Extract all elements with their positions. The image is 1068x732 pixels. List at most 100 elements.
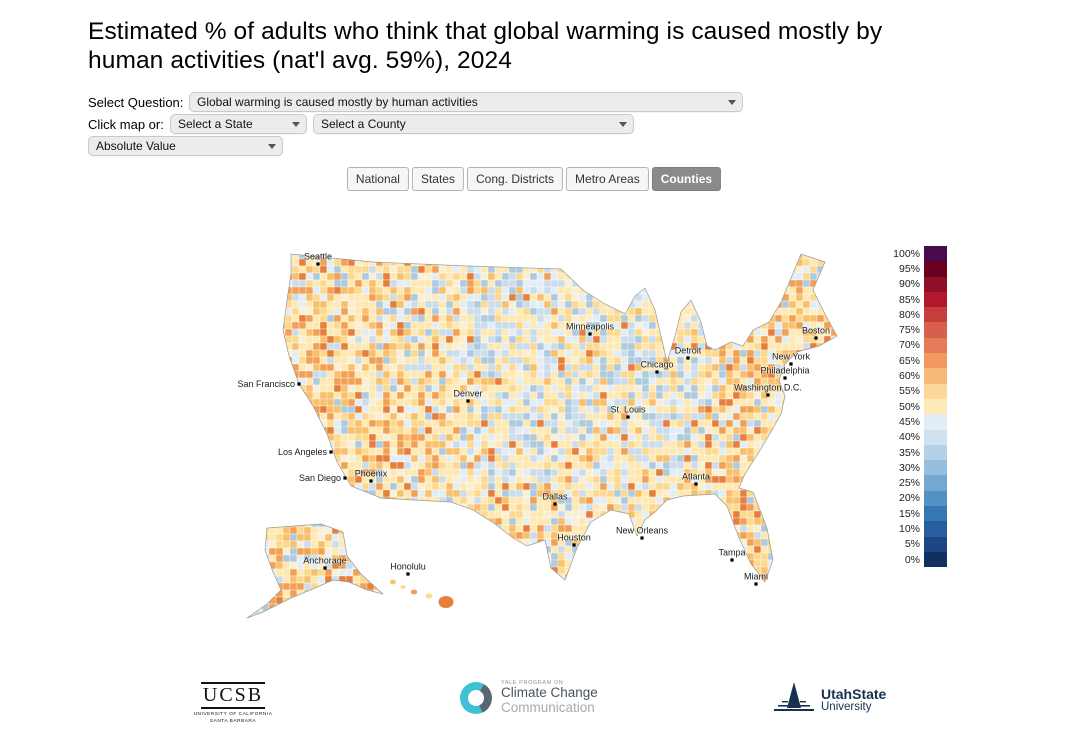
city-marker: Honolulu — [390, 561, 426, 576]
mainland-outline — [282, 253, 838, 583]
city-marker: Seattle — [303, 251, 333, 266]
legend-swatch — [924, 307, 947, 323]
yale-eyebrow: YALE PROGRAM ON — [501, 680, 564, 686]
legend-entry: 20% — [884, 490, 947, 507]
legend-swatch — [924, 475, 947, 491]
city-marker: Atlanta — [681, 471, 711, 486]
legend-entry: 5% — [884, 536, 947, 552]
legend-label: 45% — [898, 415, 920, 428]
county-mosaic — [247, 254, 837, 618]
city-marker: New Orleans — [615, 525, 669, 540]
usu-line1: UtahState — [821, 685, 887, 702]
legend-label: 85% — [898, 293, 920, 306]
legend-swatch — [924, 536, 947, 552]
svg-text:Philadelphia: Philadelphia — [760, 366, 809, 376]
legend-label: 50% — [898, 400, 920, 413]
footer: UCSB UNIVERSITY OF CALIFORNIA SANTA BARB… — [0, 668, 1068, 732]
legend-swatch — [924, 291, 947, 308]
city-marker: Boston — [801, 325, 831, 340]
svg-text:Atlanta: Atlanta — [682, 472, 710, 482]
legend-label: 10% — [898, 522, 920, 535]
legend-label: 40% — [898, 431, 920, 444]
value-mode-select[interactable]: Absolute Value — [88, 136, 283, 156]
legend-swatch — [924, 337, 947, 354]
svg-text:New Orleans: New Orleans — [616, 526, 669, 536]
svg-text:Tampa: Tampa — [718, 548, 745, 558]
question-select-wrap: Global warming is caused mostly by human… — [189, 92, 743, 112]
svg-text:San Francisco: San Francisco — [237, 379, 295, 389]
legend-label: 90% — [898, 278, 920, 291]
tab-states[interactable]: States — [411, 167, 464, 191]
svg-text:Honolulu: Honolulu — [390, 562, 426, 572]
svg-text:Houston: Houston — [557, 533, 591, 543]
legend-swatch — [924, 353, 947, 369]
svg-text:Denver: Denver — [453, 389, 482, 399]
value-mode-select-wrap: Absolute Value — [88, 136, 283, 156]
alaska-outline — [246, 523, 384, 619]
legend-entry: 80% — [884, 307, 947, 323]
legend-entry: 10% — [884, 521, 947, 537]
tab-cong-districts[interactable]: Cong. Districts — [466, 167, 564, 191]
legend-label: 100% — [893, 247, 920, 260]
city-marker: Tampa — [718, 547, 746, 562]
svg-text:Anchorage: Anchorage — [303, 556, 347, 566]
legend-entry: 100% — [884, 246, 947, 262]
legend-swatch — [924, 398, 947, 415]
city-marker: Miami — [743, 571, 769, 586]
legend-entry: 60% — [884, 368, 947, 384]
city-marker: Anchorage — [303, 555, 347, 570]
city-marker: Washington D.C. — [733, 382, 803, 397]
tab-counties[interactable]: Counties — [651, 167, 722, 191]
legend-entry: 35% — [884, 444, 947, 461]
legend-entry: 45% — [884, 414, 947, 430]
legend-label: 15% — [898, 507, 920, 520]
county-select-wrap: Select a County — [313, 114, 634, 134]
legend-entry: 75% — [884, 322, 947, 338]
legend-entry: 0% — [884, 551, 947, 568]
legend-entry: 25% — [884, 475, 947, 491]
city-marker: San Francisco — [237, 378, 301, 390]
city-marker: New York — [771, 351, 811, 366]
svg-text:Boston: Boston — [802, 326, 830, 336]
legend-label: 80% — [898, 308, 920, 321]
city-marker: Philadelphia — [760, 365, 810, 380]
legend-label: 30% — [898, 461, 920, 474]
svg-text:New York: New York — [772, 352, 811, 362]
legend-swatch — [924, 490, 947, 507]
svg-text:Miami: Miami — [744, 572, 768, 582]
legend-entry: 85% — [884, 291, 947, 308]
ucsb-sub1: UNIVERSITY OF CALIFORNIA — [193, 712, 273, 717]
yale-climate-icon — [460, 681, 492, 714]
svg-text:Chicago: Chicago — [640, 360, 673, 370]
city-marker: Houston — [557, 532, 591, 547]
legend-label: 35% — [898, 446, 920, 459]
legend: 100% 95% 90% 85% 80% 75% 70% 65% 60% 55% 50% 45% 40%… — [884, 246, 947, 568]
city-marker: Dallas — [542, 491, 569, 506]
county-select[interactable]: Select a County — [313, 114, 634, 134]
ucsb-wordmark: UCSB — [200, 682, 266, 709]
hawaii-islands — [390, 579, 454, 608]
svg-text:San Diego: San Diego — [299, 473, 341, 483]
svg-text:St. Louis: St. Louis — [610, 405, 646, 415]
legend-swatch — [924, 322, 947, 338]
legend-entry: 95% — [884, 261, 947, 277]
legend-swatch — [924, 551, 947, 568]
svg-text:Phoenix: Phoenix — [355, 469, 388, 479]
legend-swatch — [924, 414, 947, 430]
legend-label: 55% — [898, 385, 920, 398]
tab-metro-areas[interactable]: Metro Areas — [566, 167, 649, 191]
legend-label: 70% — [898, 339, 920, 352]
legend-label: 20% — [898, 492, 920, 505]
question-select[interactable]: Global warming is caused mostly by human… — [189, 92, 743, 112]
state-select[interactable]: Select a State — [170, 114, 307, 134]
legend-entry: 65% — [884, 353, 947, 369]
usu-tower-icon — [774, 682, 814, 711]
legend-swatch — [924, 521, 947, 537]
map-container: Seattle Minneapolis Boston Detroit New York C… — [233, 238, 881, 626]
city-marker: Denver — [453, 388, 483, 403]
legend-swatch — [924, 460, 947, 476]
ucsb-logo: UCSB UNIVERSITY OF CALIFORNIA SANTA BARB… — [190, 682, 276, 725]
us-county-choropleth-map[interactable]: Seattle Minneapolis Boston Detroit New York C… — [233, 238, 881, 626]
tab-national[interactable]: National — [346, 167, 409, 191]
